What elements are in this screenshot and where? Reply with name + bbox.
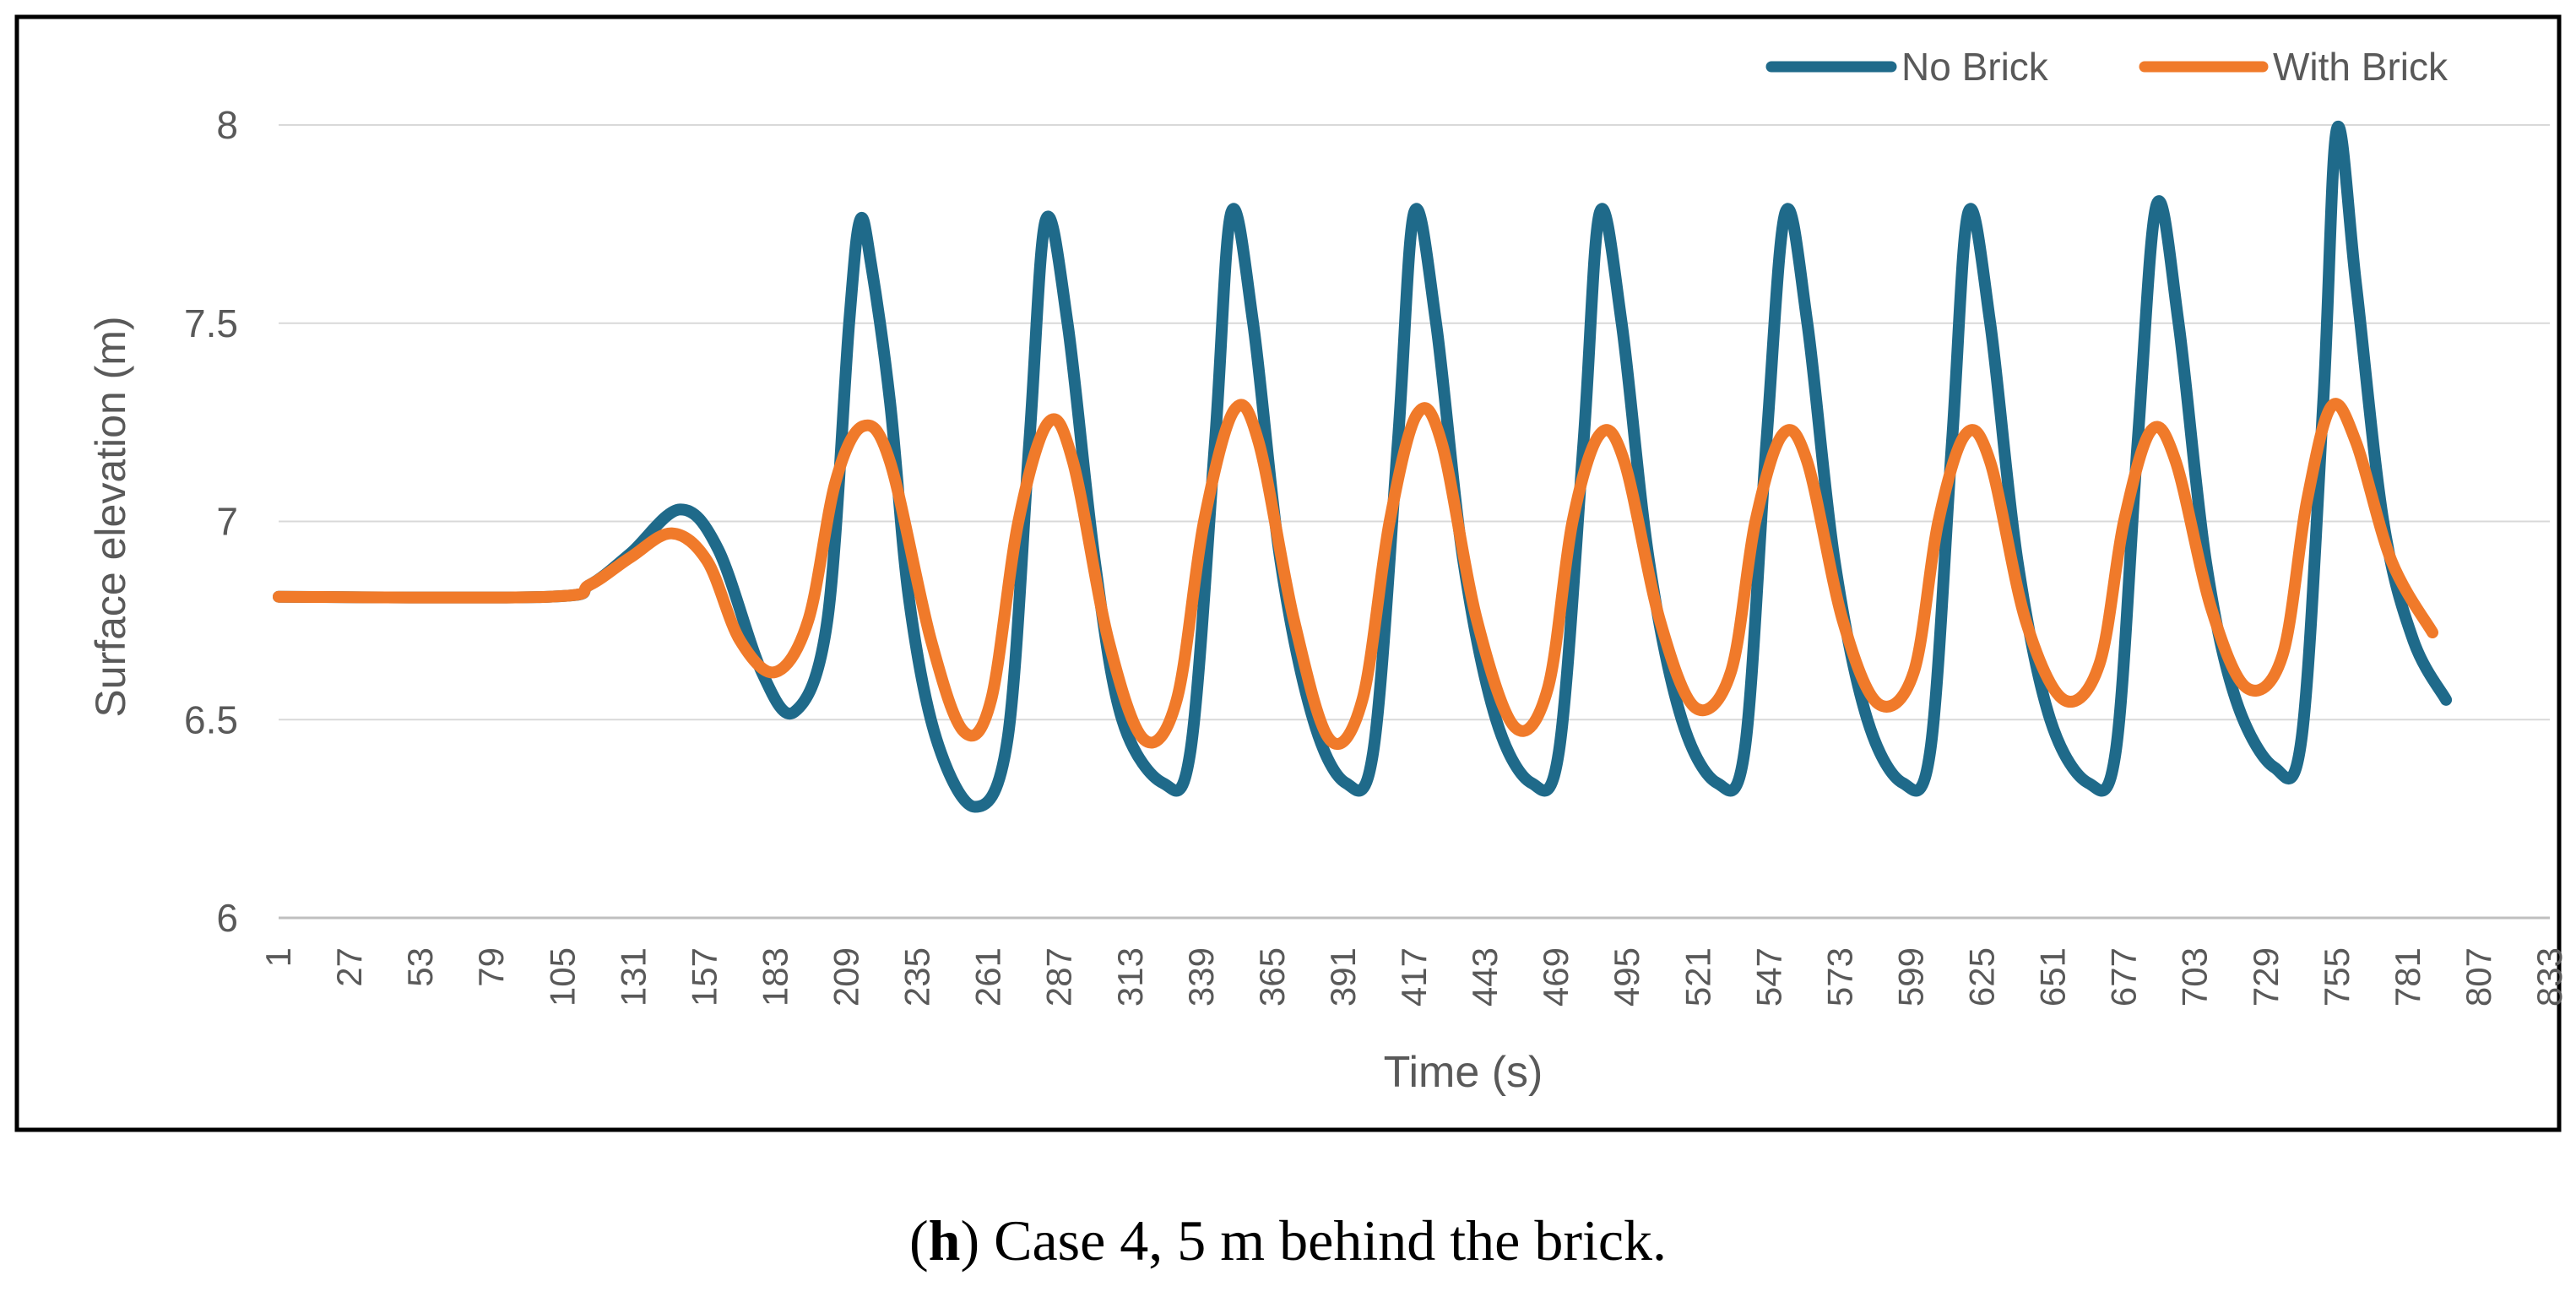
caption-letter: h [928,1208,961,1273]
x-tick-label: 833 [2530,947,2569,1007]
x-axis-title: Time (s) [1384,1048,1543,1097]
x-tick-label: 651 [2033,947,2073,1007]
legend: No Brick With Brick [1765,45,2449,89]
x-tick-label: 157 [684,947,724,1007]
x-tick-label: 521 [1678,947,1717,1007]
x-tick-label: 547 [1749,947,1788,1007]
x-tick-label: 677 [2104,947,2144,1007]
y-tick-label: 7 [216,500,238,544]
x-tick-label: 235 [898,947,937,1007]
series-line-with-brick [273,398,2438,750]
series-lines [273,121,2453,813]
x-tick-label: 417 [1394,947,1434,1007]
x-tick-label: 703 [2175,947,2215,1007]
x-tick-label: 105 [542,947,582,1007]
x-tick-label: 625 [1962,947,2002,1007]
y-tick-label: 6.5 [184,697,238,741]
x-tick-label: 391 [1323,947,1363,1007]
figure-caption: (h) Case 4, 5 m behind the brick. [0,1207,2576,1274]
x-tick-label: 183 [755,947,794,1007]
legend-label-with-brick: With Brick [2273,45,2449,89]
y-tick-labels: 6 6.5 7 7.5 8 [184,103,238,940]
caption-close-paren: ) [960,1208,980,1273]
x-tick-label: 729 [2246,947,2286,1007]
x-tick-label: 261 [968,947,1008,1007]
legend-label-no-brick: No Brick [1901,45,2049,89]
y-axis-title: Surface elevation (m) [87,316,134,717]
x-tick-label: 287 [1039,947,1079,1007]
x-tick-label: 573 [1819,947,1859,1007]
x-tick-label: 209 [827,947,866,1007]
caption-open-paren: ( [908,1208,929,1273]
chart: 6 6.5 7 7.5 8 1 27 53 79 105 131 157 183 209 235 261 28… [14,14,2569,1132]
x-tick-label: 53 [400,947,440,987]
caption-text: Case 4, 5 m behind the brick. [979,1208,1668,1273]
x-tick-label: 27 [329,947,369,987]
x-tick-label: 1 [258,947,298,967]
x-tick-label: 781 [2388,947,2427,1007]
x-tick-label: 313 [1110,947,1150,1007]
x-tick-label: 755 [2317,947,2356,1007]
x-tick-label: 495 [1607,947,1646,1007]
x-tick-label: 443 [1465,947,1505,1007]
y-tick-label: 6 [216,896,238,940]
x-tick-labels: 1 27 53 79 105 131 157 183 209 235 261 287 313 339 365… [258,947,2569,1007]
y-tick-label: 7.5 [184,301,238,345]
series-line-no-brick [273,121,2453,813]
x-tick-label: 79 [471,947,511,987]
x-tick-label: 807 [2459,947,2498,1007]
y-tick-label: 8 [216,103,238,147]
x-tick-label: 599 [1890,947,1930,1007]
x-tick-label: 131 [613,947,653,1007]
x-tick-label: 469 [1536,947,1575,1007]
x-tick-label: 339 [1181,947,1221,1007]
x-tick-label: 365 [1252,947,1292,1007]
